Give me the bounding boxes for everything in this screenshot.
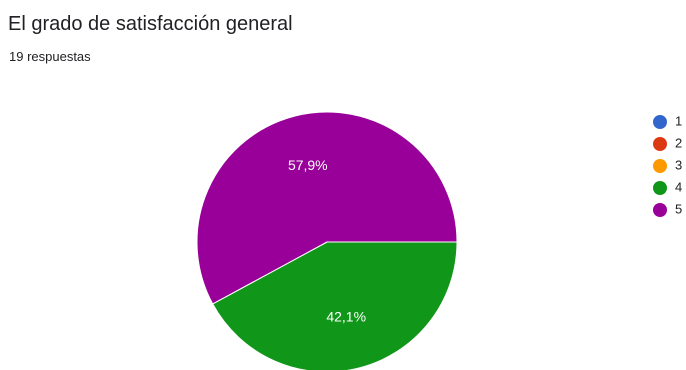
- legend-label-1: 1: [675, 113, 682, 128]
- legend-swatch-5: [653, 203, 667, 217]
- pie-data-labels: 42,1% 57,9%: [288, 157, 366, 324]
- pie-slices: [196, 111, 458, 370]
- slice-label-5: 57,9%: [288, 157, 328, 173]
- legend-swatch-2: [653, 137, 667, 151]
- legend-label-2: 2: [675, 135, 682, 150]
- response-count: 19 respuestas: [9, 49, 91, 64]
- chart-legend: 1 2 3 4 5: [653, 113, 682, 217]
- pie-slice-5[interactable]: [196, 111, 458, 305]
- legend-swatch-4: [653, 181, 667, 195]
- legend-label-5: 5: [675, 201, 682, 216]
- legend-label-4: 4: [675, 179, 682, 194]
- chart-title: El grado de satisfacción general: [8, 13, 293, 35]
- legend-swatch-3: [653, 159, 667, 173]
- pie-slice-4[interactable]: [212, 241, 458, 370]
- legend-label-3: 3: [675, 157, 682, 172]
- legend-swatch-1: [653, 115, 667, 129]
- slice-label-4: 42,1%: [326, 308, 366, 324]
